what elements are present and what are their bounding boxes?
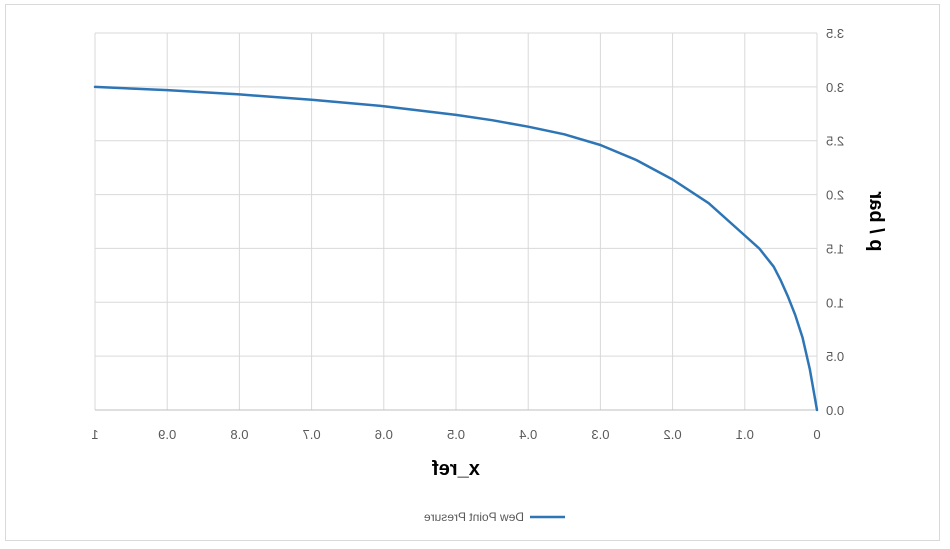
x-tick-label: 0.5 (447, 427, 465, 442)
y-tick-label: 1.0 (826, 295, 844, 310)
y-axis-title: p / bar (865, 191, 887, 251)
x-tick-labels: 0 0.1 0.2 0.3 0.4 0.5 0.6 0.7 0.8 0.9 1 (91, 427, 820, 442)
x-axis-title: x_ref (432, 458, 480, 480)
legend-label: Dew Point Presure (424, 510, 524, 524)
y-tick-label: 3.0 (826, 80, 844, 95)
chart-frame (5, 4, 940, 541)
x-tick-label: 1 (91, 427, 98, 442)
y-tick-label: 2.0 (826, 188, 844, 203)
x-tick-label: 0.2 (664, 427, 682, 442)
series-layer (93, 85, 819, 412)
y-tick-label: 2.5 (826, 134, 844, 149)
x-tick-label: 0.7 (303, 427, 321, 442)
legend: Dew Point Presure (424, 510, 565, 524)
y-tick-label: 3.5 (826, 26, 844, 41)
x-tick-label: 0.8 (230, 427, 248, 442)
y-tick-labels: 0.0 0.5 1.0 1.5 2.0 2.5 3.0 3.5 (826, 26, 844, 418)
x-tick-label: 0.4 (519, 427, 537, 442)
x-tick-label: 0.1 (736, 427, 754, 442)
x-tick-label: 0 (813, 427, 820, 442)
series-line (93, 85, 819, 412)
x-tick-label: 0.3 (591, 427, 609, 442)
y-tick-label: 0.5 (826, 349, 844, 364)
x-tick-label: 0.6 (375, 427, 393, 442)
gridlines (94, 32, 818, 411)
y-tick-label: 1.5 (826, 241, 844, 256)
y-tick-label: 0.0 (826, 403, 844, 418)
x-tick-label: 0.9 (158, 427, 176, 442)
chart-mirror-group: 0 0.1 0.2 0.3 0.4 0.5 0.6 0.7 0.8 0.9 1 0.0 0.5 1.0 1… (91, 26, 887, 524)
